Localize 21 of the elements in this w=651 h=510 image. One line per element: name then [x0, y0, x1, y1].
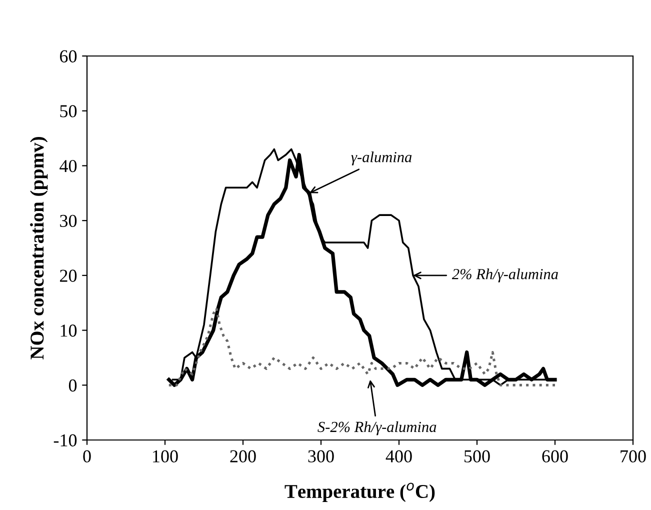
- x-axis-title: Temperature ($^{o}$C): [284, 482, 435, 502]
- y-tick-label: -10: [54, 434, 77, 446]
- y-tick-label: 0: [68, 379, 77, 392]
- x-tick-label: 0: [83, 450, 91, 462]
- annotation: γ-alumina: [351, 151, 412, 166]
- y-tick-label: 30: [60, 214, 77, 228]
- x-tick-label: 600: [542, 450, 568, 462]
- annotation: 2% Rh/γ-alumina: [452, 268, 558, 282]
- y-tick-label: 50: [60, 105, 77, 118]
- y-axis-title: NOx concentration (ppmv): [30, 137, 48, 360]
- y-tick-label: 40: [60, 160, 77, 172]
- y-tick-label: 20: [60, 270, 77, 282]
- x-tick-label: 100: [153, 450, 178, 462]
- y-tick-label: 60: [60, 50, 77, 62]
- x-tick-label: 400: [386, 450, 412, 462]
- annotation: S-2% Rh/γ-alumina: [318, 421, 436, 436]
- y-tick-label: 10: [60, 324, 77, 337]
- x-tick-label: 500: [464, 450, 490, 462]
- x-tick-label: 200: [230, 450, 256, 462]
- x-tick-label: 300: [308, 450, 334, 462]
- x-tick-label: 700: [620, 450, 646, 462]
